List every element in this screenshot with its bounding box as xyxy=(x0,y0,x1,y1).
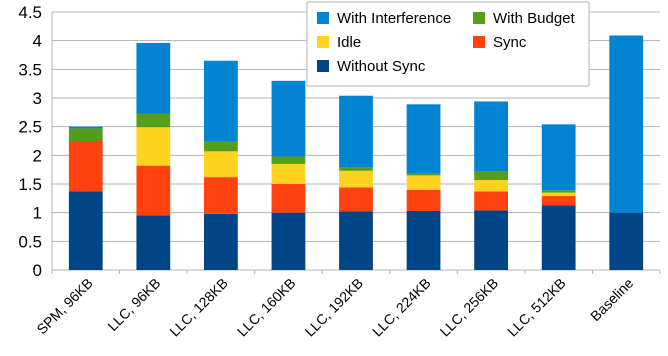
bar-with-interference xyxy=(204,60,238,142)
bar-without-sync xyxy=(204,213,238,270)
legend-label-with-budget: With Budget xyxy=(493,10,576,27)
bar-sync xyxy=(271,184,306,213)
legend-label-idle: Idle xyxy=(337,34,361,51)
y-tick-label: 4.5 xyxy=(18,3,42,22)
legend-swatch-idle xyxy=(317,36,329,48)
bar-with-budget xyxy=(406,173,441,176)
bar-idle xyxy=(541,192,576,197)
x-tick-label: Baseline xyxy=(587,275,636,324)
bar-with-interference xyxy=(136,42,171,114)
legend-swatch-with-budget xyxy=(473,12,485,24)
bar-without-sync xyxy=(68,191,103,270)
bar-with-interference xyxy=(406,104,441,174)
legend-swatch-without-sync xyxy=(317,60,329,72)
bar-without-sync xyxy=(406,210,441,270)
bar-with-budget xyxy=(271,156,306,164)
bar-idle xyxy=(406,175,441,190)
legend-label-sync: Sync xyxy=(493,34,527,51)
y-tick-label: 2 xyxy=(33,146,42,165)
legend-label-without-sync: Without Sync xyxy=(337,58,426,75)
y-tick-label: 2.5 xyxy=(18,118,42,137)
bar-without-sync xyxy=(339,211,373,270)
bar-without-sync xyxy=(136,215,171,270)
y-tick-label: 3 xyxy=(33,89,42,108)
legend-label-with-interference: With Interference xyxy=(337,10,451,27)
x-tick-label: LLC, 160KB xyxy=(234,275,299,340)
bar-with-interference xyxy=(68,126,103,129)
bar-with-interference xyxy=(541,124,576,191)
bar-idle xyxy=(204,151,238,178)
x-tick-label: SPM, 96KB xyxy=(33,275,95,337)
bar-with-budget xyxy=(541,190,576,193)
bar-with-budget xyxy=(136,113,171,128)
bar-with-budget xyxy=(339,167,373,171)
bar-idle xyxy=(339,170,373,188)
bar-idle xyxy=(136,127,171,166)
bar-idle xyxy=(474,179,508,192)
bar-without-sync xyxy=(541,205,576,270)
x-tick-label: LLC, 256KB xyxy=(437,275,502,340)
bar-with-interference xyxy=(609,35,644,213)
bar-with-interference xyxy=(339,95,373,168)
legend-swatch-with-interference xyxy=(317,12,329,24)
bar-sync xyxy=(541,196,576,206)
bar-sync xyxy=(136,165,171,216)
x-tick-label: LLC, 224KB xyxy=(369,275,434,340)
x-tick-label: LLC, 128KB xyxy=(166,275,231,340)
bar-with-budget xyxy=(474,171,508,180)
y-tick-label: 1.5 xyxy=(18,175,42,194)
bar-sync xyxy=(474,191,508,211)
bar-without-sync xyxy=(609,212,644,270)
legend-box xyxy=(306,1,590,87)
x-tick-label: LLC, 512KB xyxy=(504,275,569,340)
y-tick-label: 1 xyxy=(33,204,42,223)
y-tick-label: 0 xyxy=(33,261,42,280)
bar-with-interference xyxy=(474,101,508,172)
bar-sync xyxy=(204,177,238,214)
x-tick-label: LLC, 96KB xyxy=(104,275,163,334)
bar-without-sync xyxy=(271,212,306,270)
bar-idle xyxy=(271,163,306,184)
y-tick-label: 4 xyxy=(33,32,42,51)
y-tick-label: 0.5 xyxy=(18,232,42,251)
legend-swatch-sync xyxy=(473,36,485,48)
bar-with-budget xyxy=(68,128,103,141)
bar-sync xyxy=(339,187,373,212)
bar-with-budget xyxy=(204,141,238,152)
x-tick-label: LLC, 192KB xyxy=(301,275,366,340)
bar-with-interference xyxy=(271,80,306,157)
bar-without-sync xyxy=(474,210,508,270)
bar-sync xyxy=(406,189,441,211)
bar-sync xyxy=(68,141,103,192)
y-tick-label: 3.5 xyxy=(18,60,42,79)
